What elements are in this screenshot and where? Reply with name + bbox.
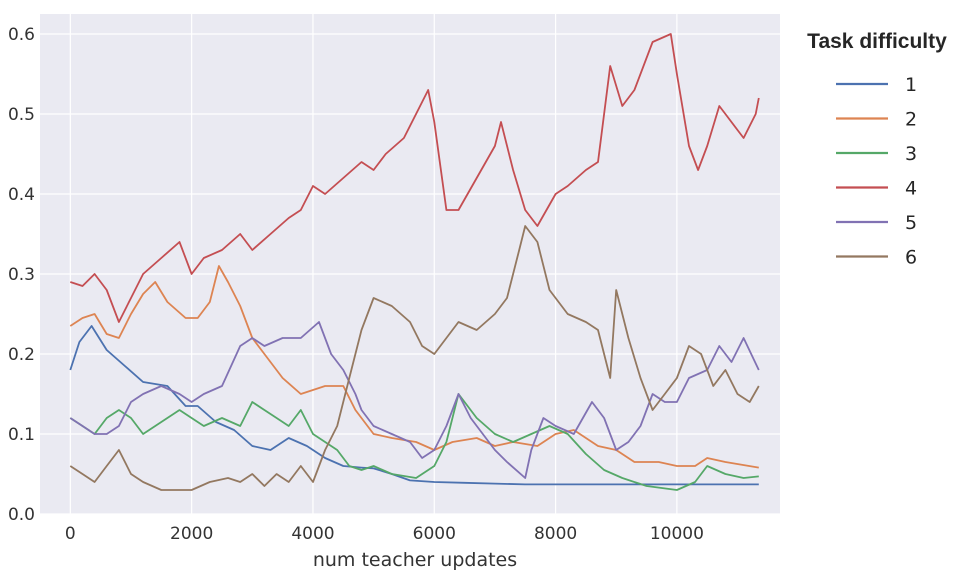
series-line-4 bbox=[70, 33, 760, 323]
series-line-5 bbox=[69, 321, 760, 479]
series-line-2 bbox=[69, 265, 759, 469]
legend-label-3: 3 bbox=[905, 143, 917, 165]
legend-title: Task difficulty bbox=[807, 30, 947, 53]
y-tick-label: 0.5 bbox=[8, 105, 35, 125]
legend: Task difficulty 1 2 3 4 5 6 bbox=[807, 30, 947, 269]
series-line-6 bbox=[69, 225, 760, 491]
y-tick-label: 0.2 bbox=[8, 345, 35, 365]
grid bbox=[40, 14, 780, 515]
x-tick-label: 8000 bbox=[534, 524, 577, 544]
x-tick-labels: 0 2000 4000 6000 8000 10000 bbox=[65, 524, 704, 544]
x-tick-label: 4000 bbox=[291, 524, 334, 544]
x-tick-label: 6000 bbox=[413, 524, 456, 544]
y-tick-label: 0.4 bbox=[8, 185, 35, 205]
y-tick-labels: 0.0 0.1 0.2 0.3 0.4 0.5 0.6 bbox=[8, 25, 35, 525]
y-tick-label: 0.6 bbox=[8, 25, 35, 45]
legend-label-1: 1 bbox=[905, 74, 917, 96]
legend-label-4: 4 bbox=[905, 178, 917, 200]
legend-label-2: 2 bbox=[905, 109, 917, 131]
x-tick-label: 0 bbox=[65, 524, 76, 544]
plot-background bbox=[40, 14, 780, 514]
legend-label-6: 6 bbox=[905, 247, 917, 269]
series-line-1 bbox=[69, 325, 759, 486]
x-tick-label: 2000 bbox=[170, 524, 213, 544]
series-lines bbox=[69, 33, 760, 491]
y-tick-label: 0.1 bbox=[8, 425, 35, 445]
y-tick-label: 0.3 bbox=[8, 265, 35, 285]
series-line-3 bbox=[69, 393, 759, 491]
y-tick-label: 0.0 bbox=[8, 505, 35, 525]
x-axis-label: num teacher updates bbox=[313, 549, 517, 571]
legend-label-5: 5 bbox=[905, 212, 917, 234]
x-tick-label: 10000 bbox=[650, 524, 704, 544]
